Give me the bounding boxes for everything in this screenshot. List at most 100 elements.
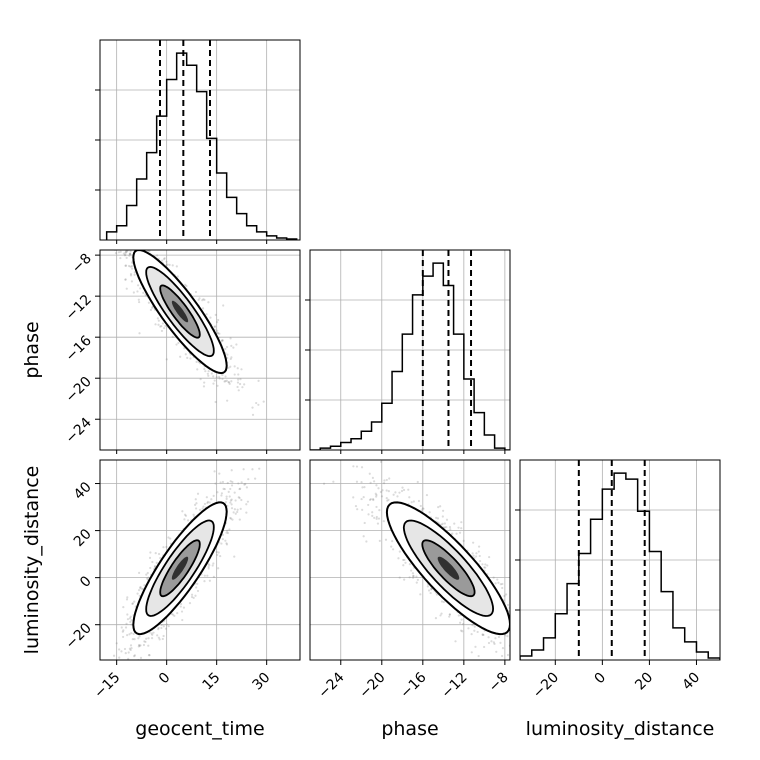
sample-point	[192, 596, 195, 599]
sample-point	[387, 490, 390, 493]
sample-point	[147, 576, 150, 579]
sample-point	[152, 246, 154, 248]
sample-point	[481, 633, 484, 636]
sample-point	[362, 535, 365, 538]
sample-point	[131, 602, 134, 606]
sample-point	[165, 358, 168, 361]
sample-point	[188, 602, 192, 605]
sample-point	[513, 623, 515, 625]
sample-point	[390, 545, 393, 548]
sample-point	[218, 375, 221, 379]
sample-point	[363, 486, 366, 489]
sample-point	[229, 480, 232, 483]
sample-point	[499, 641, 502, 644]
sample-point	[355, 465, 359, 468]
sample-point	[442, 509, 445, 512]
sample-point	[213, 379, 216, 382]
sample-point	[145, 573, 148, 576]
sample-point	[124, 652, 127, 655]
sample-point	[220, 492, 224, 495]
sample-point	[487, 636, 490, 639]
sample-point	[501, 586, 504, 590]
sample-point	[251, 468, 254, 471]
sample-point	[206, 500, 210, 504]
sample-point	[159, 325, 162, 328]
sample-point	[520, 602, 522, 604]
sample-point	[221, 538, 224, 541]
sample-point	[216, 553, 219, 557]
sample-point	[195, 586, 198, 589]
sample-point	[219, 554, 222, 558]
sample-point	[240, 368, 243, 371]
sample-point	[132, 291, 135, 294]
sample-point	[443, 526, 447, 529]
sample-point	[133, 655, 136, 658]
sample-point	[402, 488, 406, 492]
sample-point	[457, 614, 460, 617]
sample-point	[224, 539, 227, 542]
sample-point	[394, 491, 397, 494]
sample-point	[130, 623, 133, 626]
sample-point	[157, 628, 160, 631]
sample-point	[429, 591, 432, 595]
sample-point	[157, 319, 160, 322]
sample-point	[147, 644, 150, 647]
sample-point	[119, 220, 121, 222]
sample-point	[206, 574, 209, 577]
sample-point	[221, 339, 224, 342]
sample-point	[408, 496, 411, 499]
sample-point	[512, 625, 514, 627]
sample-point	[160, 623, 163, 627]
sample-point	[448, 613, 451, 616]
sample-point	[245, 486, 248, 489]
sample-point	[129, 644, 133, 647]
sample-point	[183, 347, 186, 350]
sample-point	[212, 382, 215, 385]
sample-point	[494, 582, 497, 585]
sample-point	[352, 496, 355, 499]
sample-point	[237, 496, 240, 499]
sample-point	[162, 546, 165, 549]
sample-point	[154, 552, 157, 555]
sample-point	[501, 647, 505, 650]
sample-point	[226, 399, 229, 402]
sample-point	[127, 651, 130, 654]
sample-point	[527, 647, 529, 649]
sample-point	[124, 253, 127, 256]
sample-point	[497, 635, 501, 639]
sample-point	[225, 542, 228, 545]
sample-point	[137, 589, 141, 592]
sample-point	[516, 604, 518, 606]
sample-point	[518, 642, 520, 644]
sample-point	[477, 654, 480, 658]
sample-point	[95, 660, 97, 662]
sample-point	[392, 493, 395, 496]
sample-point	[131, 602, 134, 605]
sample-point	[139, 586, 142, 590]
sample-point	[460, 618, 463, 621]
sample-point	[128, 254, 131, 257]
sample-point	[156, 254, 159, 257]
sample-point	[203, 579, 206, 583]
sample-point	[377, 517, 381, 520]
sample-point	[473, 625, 476, 628]
sample-point	[412, 500, 415, 503]
sample-point	[199, 378, 202, 381]
sample-point	[161, 322, 164, 325]
sample-point	[232, 346, 235, 349]
sample-point	[322, 482, 326, 485]
sample-point	[203, 574, 206, 577]
sample-point	[112, 214, 114, 216]
sample-point	[209, 316, 212, 319]
sample-point	[381, 489, 384, 492]
sample-point	[182, 606, 186, 609]
sample-point	[127, 231, 129, 233]
sample-point	[371, 511, 374, 514]
sample-point	[163, 257, 166, 260]
sample-point	[230, 484, 234, 487]
sample-point	[122, 629, 125, 632]
sample-point	[499, 583, 502, 586]
sample-point	[385, 478, 388, 482]
sample-point	[503, 594, 506, 598]
sample-point	[506, 635, 509, 638]
